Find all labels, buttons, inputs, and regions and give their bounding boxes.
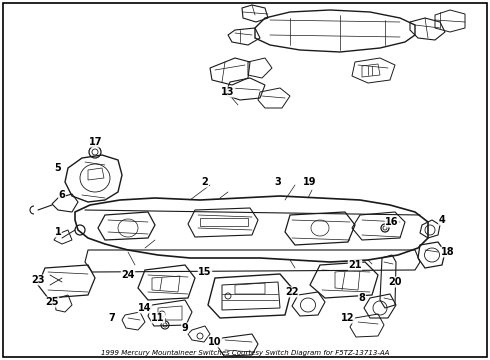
Text: 17: 17 xyxy=(89,137,103,147)
Text: 6: 6 xyxy=(59,190,65,200)
Text: 11: 11 xyxy=(151,313,165,323)
Text: 13: 13 xyxy=(221,87,235,97)
Text: 10: 10 xyxy=(208,337,222,347)
Text: 18: 18 xyxy=(441,247,455,257)
Text: 25: 25 xyxy=(45,297,59,307)
Text: 24: 24 xyxy=(121,270,135,280)
Text: 4: 4 xyxy=(439,215,445,225)
Text: 23: 23 xyxy=(31,275,45,285)
Text: 15: 15 xyxy=(198,267,212,277)
Text: 9: 9 xyxy=(182,323,188,333)
Text: 8: 8 xyxy=(359,293,366,303)
Text: 2: 2 xyxy=(201,177,208,187)
Text: 1999 Mercury Mountaineer Switches Courtesy Switch Diagram for F5TZ-13713-AA: 1999 Mercury Mountaineer Switches Courte… xyxy=(101,350,389,356)
Text: 22: 22 xyxy=(285,287,299,297)
Text: 20: 20 xyxy=(388,277,402,287)
Text: 19: 19 xyxy=(303,177,317,187)
Text: 5: 5 xyxy=(54,163,61,173)
Text: 7: 7 xyxy=(109,313,115,323)
Text: 12: 12 xyxy=(341,313,355,323)
Text: 16: 16 xyxy=(385,217,399,227)
Text: 14: 14 xyxy=(138,303,152,313)
Text: 1: 1 xyxy=(54,227,61,237)
Text: 3: 3 xyxy=(274,177,281,187)
Text: 21: 21 xyxy=(348,260,362,270)
